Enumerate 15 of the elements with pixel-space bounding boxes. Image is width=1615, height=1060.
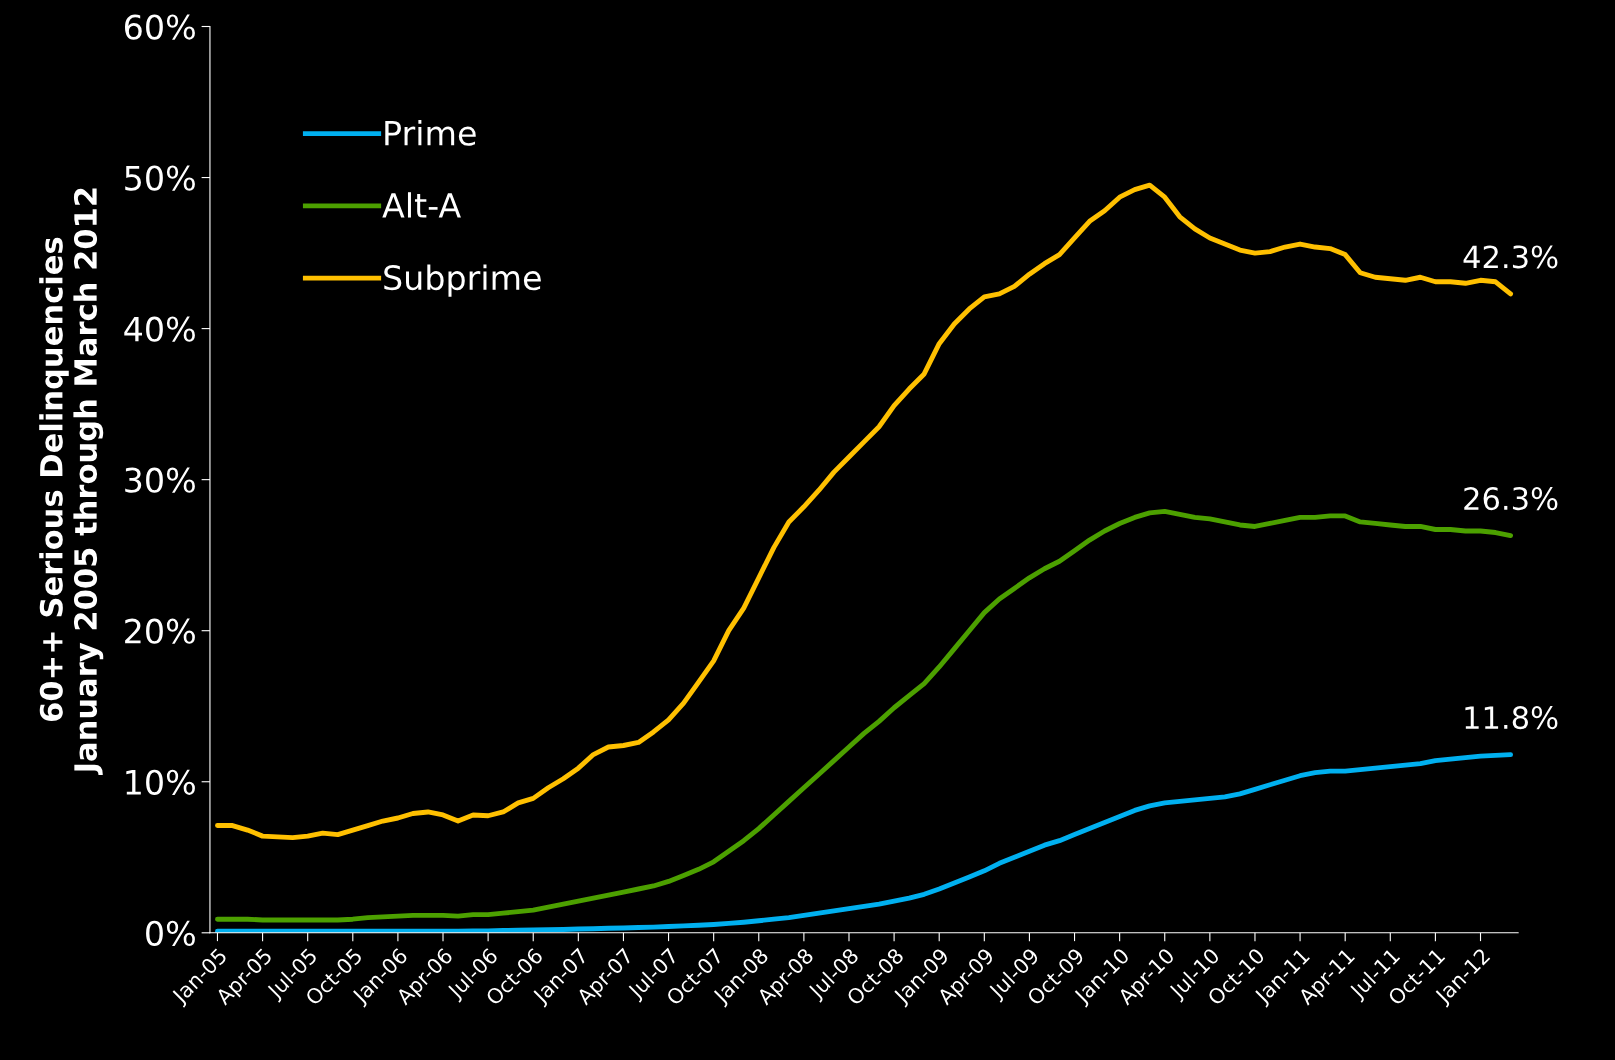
- data-label: 11.8%: [1465, 706, 1558, 730]
- y-tick-label: 40%: [124, 316, 195, 342]
- y-tick-label: 30%: [125, 467, 195, 493]
- data-label: 42.3%: [1463, 245, 1558, 269]
- y-tick-label: 50%: [125, 165, 195, 191]
- legend-label: Subprime: [384, 264, 541, 297]
- y-tick-label: 10%: [126, 769, 195, 795]
- legend-label: Prime: [385, 119, 476, 146]
- y-tick-label: 60%: [125, 14, 195, 40]
- line-series: [215, 752, 1514, 933]
- y-tick-label: 20%: [125, 618, 195, 644]
- data-label: 26.3%: [1464, 487, 1558, 511]
- y-tick-label: 0%: [146, 920, 195, 946]
- legend-label: Alt-A: [382, 192, 461, 218]
- y-axis-title: 60++ Serious Delinquencies January 2005 through March 2012: [39, 188, 104, 776]
